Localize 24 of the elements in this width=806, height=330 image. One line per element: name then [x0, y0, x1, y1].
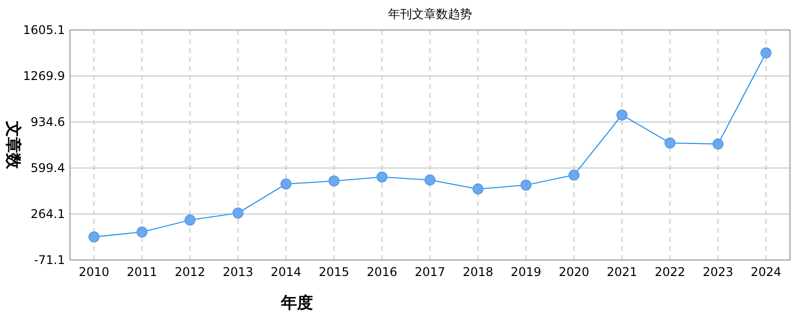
y-tick-label: 599.4 [30, 160, 65, 175]
y-tick-label: -71.1 [34, 253, 65, 267]
x-tick-label: 2015 [318, 265, 350, 279]
y-tick-label: 934.6 [30, 115, 65, 130]
x-tick-label: 2023 [702, 265, 734, 279]
x-tick-label: 2017 [414, 265, 446, 279]
x-axis-title: 年度 [280, 293, 313, 312]
x-tick-label: 2011 [126, 265, 158, 279]
x-tick-label: 2024 [750, 265, 782, 279]
x-tick-label: 2018 [462, 265, 494, 279]
chart-title: 年刊文章数趋势 [388, 7, 472, 21]
y-tick-label: 1269.9 [23, 68, 65, 83]
x-tick-label: 2012 [174, 265, 206, 279]
x-tick-label: 2020 [558, 265, 590, 279]
x-tick-label: 2014 [270, 265, 302, 279]
x-tick-label: 2010 [78, 265, 110, 279]
y-tick-label: 1605.1 [23, 23, 65, 37]
x-tick-label: 2021 [606, 265, 638, 279]
y-tick-label: 264.1 [30, 207, 65, 222]
y-axis-title: 文章数 [4, 120, 23, 170]
x-tick-label: 2013 [222, 265, 254, 279]
x-tick-label: 2016 [366, 265, 398, 279]
x-tick-label: 2019 [510, 265, 542, 279]
x-tick-label: 2022 [654, 265, 686, 279]
